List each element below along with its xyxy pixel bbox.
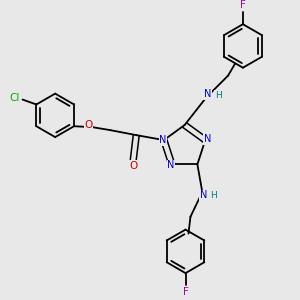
Text: N: N [204,89,211,99]
Text: N: N [200,190,207,200]
Text: N: N [167,160,175,170]
Text: O: O [129,161,137,171]
Text: F: F [240,0,246,11]
Text: O: O [85,120,93,130]
Text: N: N [159,135,167,145]
Text: Cl: Cl [9,93,20,103]
Text: H: H [210,190,217,200]
Text: N: N [204,134,211,144]
Text: H: H [215,91,222,100]
Text: F: F [183,287,188,297]
